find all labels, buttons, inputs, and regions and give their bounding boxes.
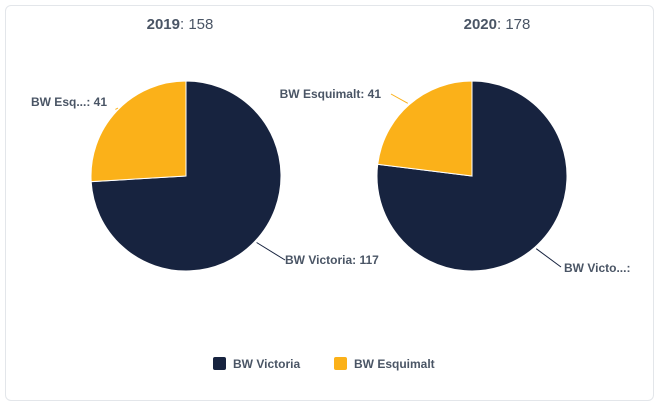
chart-1-year: 2019 (147, 16, 180, 33)
chart-2-colon: : (497, 16, 505, 33)
data-label-bw-victoria: BW Victoria: 117 (285, 253, 379, 267)
data-label-bw-esquimalt: BW Esq...: 41 (31, 95, 107, 109)
connector-bw-victoria (535, 248, 562, 268)
legend-swatch-bw-victoria (213, 357, 226, 370)
pie-slice-bw-esquimalt[interactable] (377, 80, 473, 177)
pie-slice-bw-esquimalt[interactable] (90, 80, 187, 183)
legend-label-bw-victoria: BW Victoria (233, 357, 300, 371)
chart-2-total: 178 (505, 16, 530, 33)
connector-bw-esquimalt (390, 93, 409, 104)
data-label-bw-esquimalt: BW Esquimalt: 41 (280, 87, 382, 101)
legend-label-bw-esquimalt: BW Esquimalt (354, 357, 435, 371)
legend-swatch-bw-esquimalt (334, 357, 347, 370)
chart-1-title: 2019: 158 (147, 16, 214, 33)
legend: BW Victoria BW Esquimalt (213, 357, 435, 371)
data-label-bw-victoria: BW Victo...: (564, 261, 630, 275)
pie-chart-2020: BW Victo...: BW Esquimalt: 41 (280, 80, 630, 275)
connector-bw-esquimalt (115, 107, 119, 110)
chart-1-colon: : (180, 16, 188, 33)
pie-chart-2019: BW Victoria: 117 BW Esq...: 41 (31, 80, 379, 272)
chart-1-total: 158 (188, 16, 213, 33)
connector-bw-victoria (256, 242, 286, 261)
chart-2-year: 2020 (464, 16, 497, 33)
chart-2-title: 2020: 178 (464, 16, 531, 33)
